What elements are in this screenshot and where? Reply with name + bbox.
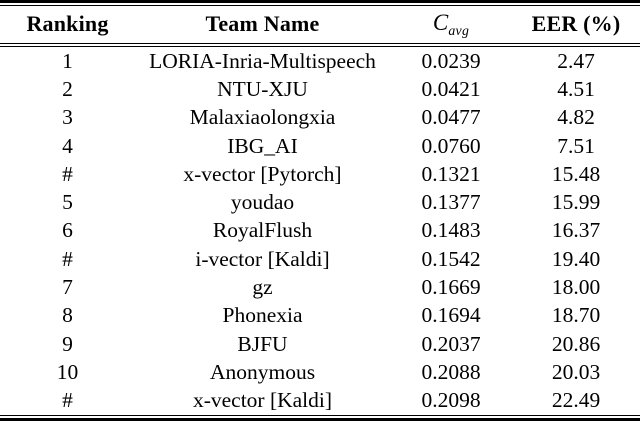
table-bottom-rule-outer — [0, 418, 640, 421]
ranking-cell: 10 — [56, 359, 79, 384]
header-rule-inner — [0, 45, 640, 48]
eer-cell: 2.47 — [557, 48, 595, 73]
team-name-cell: Malaxiaolongxia — [189, 105, 336, 130]
cavg-cell: 0.1377 — [421, 190, 481, 215]
eer-cell: 16.37 — [551, 218, 601, 243]
ranking-cell: # — [62, 161, 73, 186]
eer-cell: 15.99 — [551, 190, 601, 215]
eer-cell: 20.03 — [551, 359, 601, 384]
eer-cell: 18.70 — [551, 303, 601, 328]
eer-cell: 18.00 — [551, 275, 601, 300]
cavg-subscript: avg — [448, 22, 470, 38]
table-bottom-rule-inner — [0, 414, 640, 417]
eer-cell: 20.86 — [551, 331, 601, 356]
eer-cell: 22.49 — [551, 388, 601, 413]
header-ranking: Ranking — [26, 11, 109, 37]
cavg-cell: 0.2098 — [421, 388, 481, 413]
team-name-cell: x-vector [Kaldi] — [192, 388, 333, 413]
eer-cell: 7.51 — [557, 133, 595, 158]
ranking-cell: 3 — [62, 105, 73, 130]
eer-cell: 4.51 — [557, 77, 595, 101]
team-name-cell: youdao — [230, 190, 295, 215]
table-row: 1 LORIA-Inria-Multispeech 0.0239 2.47 — [0, 47, 640, 75]
team-name-cell: x-vector [Pytorch] — [183, 161, 342, 186]
header-cavg: Cavg — [390, 10, 512, 39]
header-team-name: Team Name — [205, 11, 320, 37]
ranking-cell: # — [62, 388, 73, 413]
table-row: 2 NTU-XJU 0.0421 4.51 — [0, 75, 640, 103]
cavg-cell: 0.1669 — [421, 275, 481, 300]
cavg-cell: 0.0239 — [421, 48, 481, 73]
cavg-cell: 0.0477 — [421, 105, 481, 130]
ranking-cell: 6 — [62, 218, 73, 243]
table-row: # i-vector [Kaldi] 0.1542 19.40 — [0, 245, 640, 273]
eer-cell: 19.40 — [551, 246, 601, 271]
ranking-cell: 2 — [62, 77, 73, 101]
team-name-cell: LORIA-Inria-Multispeech — [149, 48, 376, 73]
table-row: 10 Anonymous 0.2088 20.03 — [0, 358, 640, 386]
table-row: 7 gz 0.1669 18.00 — [0, 273, 640, 301]
team-name-cell: gz — [252, 275, 273, 300]
ranking-cell: 8 — [62, 303, 73, 328]
ranking-cell: 4 — [62, 133, 73, 158]
ranking-cell: 5 — [62, 190, 73, 215]
table-header-row: Ranking Team Name Cavg EER (%) — [0, 6, 640, 43]
eer-cell: 15.48 — [551, 161, 601, 186]
table-row: 4 IBG_AI 0.0760 7.51 — [0, 132, 640, 160]
table-row: 8 Phonexia 0.1694 18.70 — [0, 302, 640, 330]
team-name-cell: Anonymous — [209, 359, 316, 384]
ranking-cell: # — [62, 246, 73, 271]
cavg-cell: 0.2037 — [421, 331, 481, 356]
table-body: 1 LORIA-Inria-Multispeech 0.0239 2.47 2 … — [0, 47, 640, 415]
table-row: # x-vector [Kaldi] 0.2098 22.49 — [0, 387, 640, 415]
ranking-cell: 9 — [62, 331, 73, 356]
cavg-cell: 0.0421 — [421, 77, 481, 101]
table-row: 6 RoyalFlush 0.1483 16.37 — [0, 217, 640, 245]
table-row: 5 youdao 0.1377 15.99 — [0, 189, 640, 217]
table-row: 3 Malaxiaolongxia 0.0477 4.82 — [0, 104, 640, 132]
table-top-rule-inner — [0, 4, 640, 6]
ranking-cell: 7 — [62, 275, 73, 300]
header-rule-outer — [0, 42, 640, 44]
cavg-cell: 0.2088 — [421, 359, 481, 384]
team-name-cell: NTU-XJU — [217, 77, 308, 101]
rule-gap — [0, 416, 640, 419]
table-top-rule-outer — [0, 0, 640, 3]
cavg-cell: 0.1483 — [421, 218, 481, 243]
eer-cell: 4.82 — [557, 105, 595, 130]
ranking-cell: 1 — [62, 48, 73, 73]
cavg-cell: 0.1694 — [421, 303, 481, 328]
team-name-cell: IBG_AI — [227, 133, 298, 158]
rule-gap — [0, 43, 640, 46]
cavg-cell: 0.1321 — [421, 161, 481, 186]
cavg-cell: 0.1542 — [421, 246, 481, 271]
cavg-symbol: C — [432, 9, 449, 35]
header-eer: EER (%) — [531, 11, 621, 37]
team-name-cell: i-vector [Kaldi] — [195, 246, 330, 271]
table-row: # x-vector [Pytorch] 0.1321 15.48 — [0, 160, 640, 188]
team-name-cell: BJFU — [237, 331, 288, 356]
team-name-cell: RoyalFlush — [212, 218, 313, 243]
team-name-cell: Phonexia — [222, 303, 303, 328]
rule-gap — [0, 2, 640, 5]
cavg-cell: 0.0760 — [421, 133, 481, 158]
table-row: 9 BJFU 0.2037 20.86 — [0, 330, 640, 358]
